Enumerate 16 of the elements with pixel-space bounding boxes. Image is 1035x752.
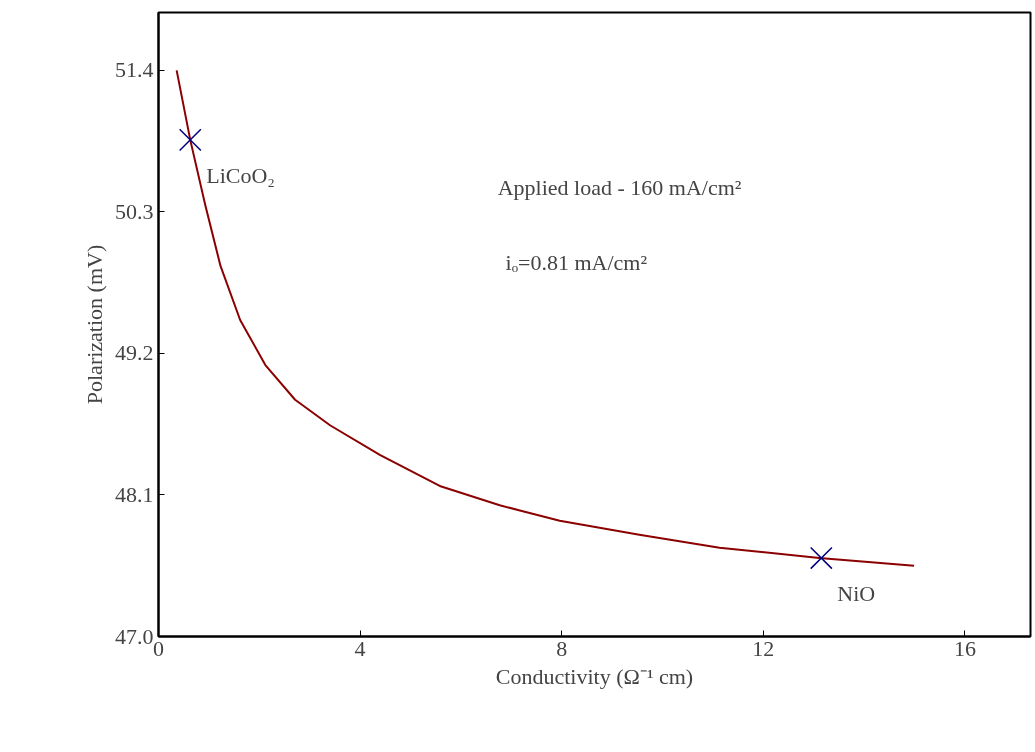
annotation: NiO: [837, 581, 876, 607]
y-tick-label: 50.3: [115, 198, 154, 224]
x-tick-label: 12: [752, 635, 775, 661]
y-tick-label: 51.4: [115, 57, 154, 83]
x-axis-title: Conductivity (Ω⁻¹ cm): [495, 663, 694, 689]
y-axis-title: Polarization (mV): [82, 244, 107, 405]
annotation: iₒ=0.81 mA/cm²: [505, 249, 648, 275]
x-tick-label: 8: [556, 635, 568, 661]
x-tick-label: 0: [153, 635, 164, 661]
y-tick-label: 48.1: [115, 481, 154, 507]
annotation: Applied load - 160 mA/cm²: [497, 174, 742, 200]
x-tick-label: 16: [953, 635, 976, 661]
y-tick-label: 47.0: [115, 623, 154, 649]
annotation: LiCoO₂: [206, 162, 276, 188]
x-tick-label: 4: [354, 635, 366, 661]
y-tick-label: 49.2: [115, 340, 154, 366]
